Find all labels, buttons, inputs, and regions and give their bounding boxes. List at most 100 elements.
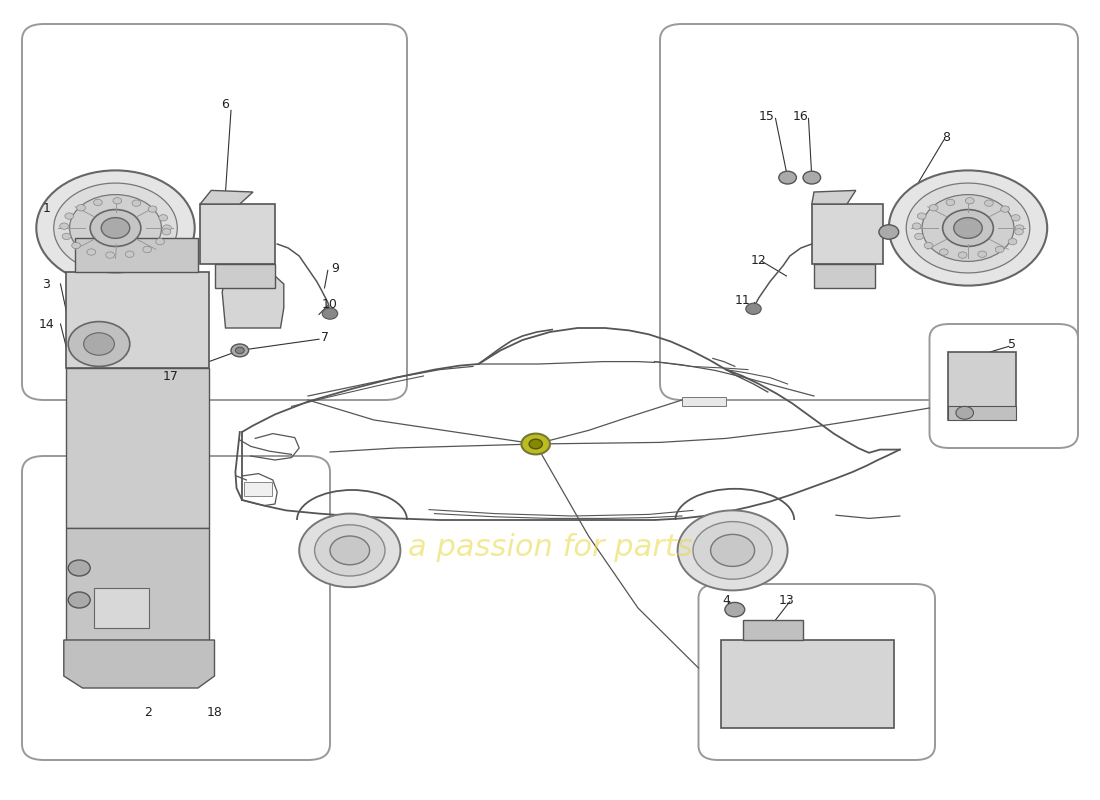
FancyBboxPatch shape [930, 324, 1078, 448]
Text: 16: 16 [793, 110, 808, 122]
Circle shape [946, 199, 955, 206]
Text: 14: 14 [39, 318, 54, 330]
Text: 11: 11 [735, 294, 750, 306]
Text: 4: 4 [722, 594, 730, 606]
Circle shape [163, 225, 172, 231]
Circle shape [803, 171, 821, 184]
Circle shape [158, 214, 167, 221]
Circle shape [69, 194, 162, 262]
Circle shape [746, 303, 761, 314]
Circle shape [1011, 214, 1020, 221]
FancyBboxPatch shape [682, 397, 726, 406]
Circle shape [77, 205, 86, 211]
Circle shape [930, 205, 938, 211]
Circle shape [231, 344, 249, 357]
Circle shape [1015, 225, 1024, 231]
Circle shape [106, 252, 114, 258]
Circle shape [315, 525, 385, 576]
Circle shape [322, 308, 338, 319]
Circle shape [978, 251, 987, 258]
FancyBboxPatch shape [200, 204, 275, 264]
FancyBboxPatch shape [244, 482, 272, 496]
Circle shape [59, 223, 68, 230]
Circle shape [984, 200, 993, 206]
Circle shape [678, 510, 788, 590]
Text: 18: 18 [207, 706, 222, 718]
Circle shape [132, 200, 141, 206]
Circle shape [68, 322, 130, 366]
Circle shape [299, 514, 400, 587]
FancyBboxPatch shape [948, 406, 1016, 420]
FancyBboxPatch shape [720, 640, 894, 728]
Circle shape [879, 225, 899, 239]
Text: 6: 6 [221, 98, 230, 110]
Circle shape [84, 333, 114, 355]
Circle shape [711, 534, 755, 566]
Circle shape [922, 194, 1014, 262]
Circle shape [954, 218, 982, 238]
Text: a passion for parts: a passion for parts [408, 534, 692, 562]
Circle shape [68, 560, 90, 576]
Text: 15: 15 [759, 110, 774, 122]
Circle shape [917, 213, 926, 219]
FancyBboxPatch shape [22, 24, 407, 400]
Circle shape [101, 218, 130, 238]
Text: 10: 10 [322, 298, 338, 310]
Text: 3: 3 [42, 278, 51, 290]
Circle shape [521, 434, 550, 454]
Polygon shape [200, 190, 253, 204]
FancyBboxPatch shape [660, 24, 1078, 400]
Text: 13: 13 [779, 594, 794, 606]
FancyBboxPatch shape [66, 368, 209, 528]
Circle shape [162, 229, 170, 235]
Circle shape [54, 183, 177, 273]
Circle shape [1009, 238, 1016, 245]
Text: 5: 5 [1008, 338, 1016, 350]
Circle shape [90, 210, 141, 246]
Circle shape [72, 242, 80, 249]
Circle shape [94, 199, 102, 206]
Circle shape [235, 347, 244, 354]
Circle shape [956, 406, 974, 419]
Circle shape [924, 242, 933, 249]
Circle shape [912, 223, 921, 230]
Text: 9: 9 [331, 262, 340, 274]
Text: 2: 2 [144, 706, 153, 718]
FancyBboxPatch shape [214, 264, 275, 288]
Circle shape [966, 198, 975, 204]
Circle shape [68, 592, 90, 608]
Circle shape [725, 602, 745, 617]
Polygon shape [812, 190, 856, 204]
Circle shape [36, 170, 195, 286]
FancyBboxPatch shape [812, 204, 883, 264]
Circle shape [906, 183, 1030, 273]
Circle shape [113, 198, 122, 204]
FancyBboxPatch shape [814, 264, 874, 288]
Circle shape [1014, 229, 1023, 235]
Polygon shape [222, 276, 284, 328]
Text: 17: 17 [163, 370, 178, 382]
Circle shape [330, 536, 370, 565]
Text: 8: 8 [942, 131, 950, 144]
FancyBboxPatch shape [742, 620, 803, 640]
FancyBboxPatch shape [948, 352, 1016, 420]
Circle shape [958, 252, 967, 258]
Text: 12: 12 [751, 254, 767, 266]
Circle shape [915, 234, 923, 239]
Text: 1: 1 [42, 202, 51, 214]
Circle shape [148, 206, 157, 212]
FancyBboxPatch shape [66, 272, 209, 368]
Polygon shape [64, 640, 215, 688]
Circle shape [87, 249, 96, 255]
FancyBboxPatch shape [66, 528, 209, 640]
Circle shape [65, 213, 74, 219]
FancyBboxPatch shape [94, 588, 148, 628]
Circle shape [889, 170, 1047, 286]
Circle shape [779, 171, 796, 184]
FancyBboxPatch shape [698, 584, 935, 760]
Circle shape [125, 251, 134, 258]
Circle shape [996, 246, 1004, 253]
Circle shape [939, 249, 948, 255]
Text: 7: 7 [320, 331, 329, 344]
Circle shape [693, 522, 772, 579]
